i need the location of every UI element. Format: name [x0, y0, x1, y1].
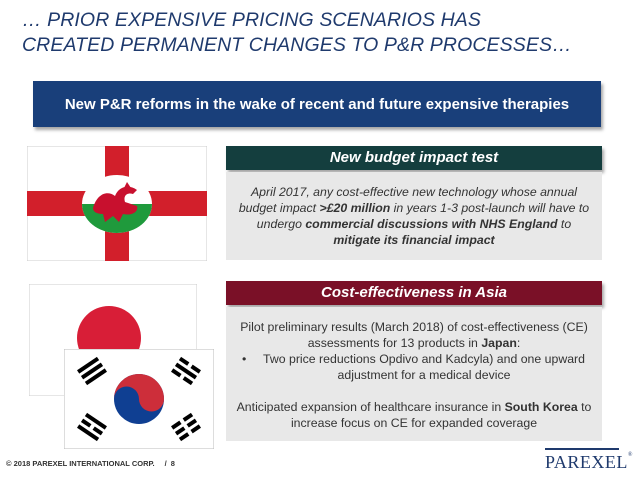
bullet-marker: •	[242, 352, 247, 366]
footer-separator: /	[164, 459, 167, 468]
south-korea-flag	[64, 349, 214, 449]
box2-para1-bold: Japan	[481, 336, 517, 350]
box1-text-bold3: mitigate its financial impact	[333, 233, 495, 247]
logo-rule	[545, 448, 619, 450]
page-number: 8	[170, 459, 175, 468]
box1-text-bold2: commercial discussions with NHS England	[305, 217, 558, 231]
slide-title-line1: … PRIOR EXPENSIVE PRICING SCENARIOS HAS	[22, 9, 481, 31]
box1-text-bold1: >£20 million	[319, 201, 391, 215]
box2-paragraph-1: Pilot preliminary results (March 2018) o…	[236, 319, 592, 351]
box2-bullet: • Two price reductions Opdivo and Kadcyl…	[236, 351, 592, 383]
box2-bullet-text: Two price reductions Opdivo and Kadcyla)…	[263, 352, 585, 382]
slide-title: … PRIOR EXPENSIVE PRICING SCENARIOS HAS …	[22, 8, 622, 58]
box1-body: April 2017, any cost-effective new techn…	[226, 172, 602, 260]
box1-heading: New budget impact test	[226, 146, 602, 170]
box2-para2-bold: South Korea	[504, 400, 578, 414]
banner: New P&R reforms in the wake of recent an…	[33, 81, 601, 127]
box1-text-1: April 2017, any cost-effective new techn…	[238, 185, 578, 215]
box1-heading-text: New budget impact test	[329, 149, 499, 166]
box2-para2-a: Anticipated expansion of healthcare insu…	[236, 400, 505, 414]
box1-text-3: to	[557, 217, 572, 231]
box2-para1-b: :	[516, 336, 521, 350]
parexel-logo: PAREXEL®	[545, 452, 633, 473]
box2-body: Pilot preliminary results (March 2018) o…	[226, 307, 602, 441]
box2-paragraph-2: Anticipated expansion of healthcare insu…	[236, 399, 592, 431]
footer: © 2018 PAREXEL INTERNATIONAL CORP. /8	[6, 459, 175, 468]
footer-copyright: © 2018 PAREXEL INTERNATIONAL CORP.	[6, 459, 155, 468]
banner-text: New P&R reforms in the wake of recent an…	[64, 95, 570, 113]
england-wales-flag	[27, 146, 207, 261]
box1-text-2: in years 1-3 post-launch will have to un…	[256, 201, 590, 231]
box2-heading-text: Cost-effectiveness in Asia	[321, 284, 507, 301]
slide-title-line2: CREATED PERMANENT CHANGES TO P&R PROCESS…	[22, 34, 572, 56]
logo-trademark: ®	[627, 452, 633, 458]
logo-text: PAREXEL	[545, 452, 628, 472]
box2-para2-b: to increase focus on CE for expanded cov…	[290, 400, 592, 430]
box2-para1-a: Pilot preliminary results (March 2018) o…	[240, 320, 588, 350]
box2-heading: Cost-effectiveness in Asia	[226, 281, 602, 305]
